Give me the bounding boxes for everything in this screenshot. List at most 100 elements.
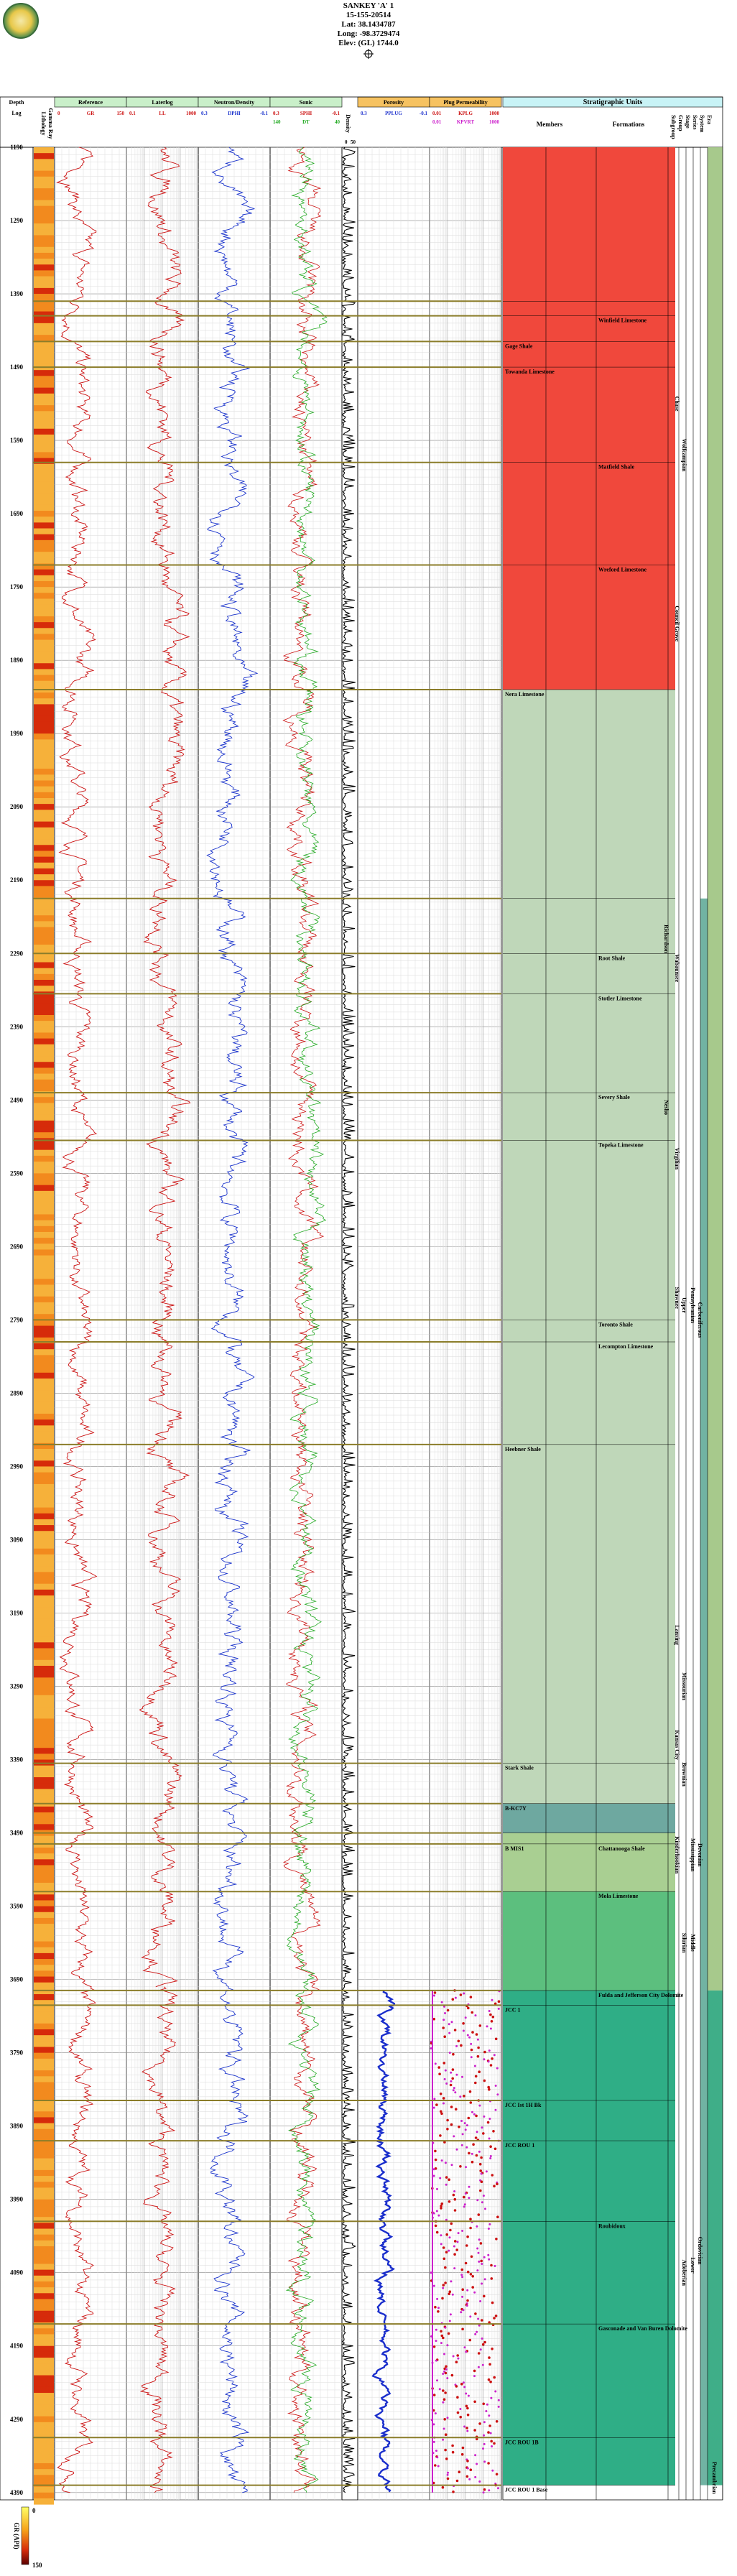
lithology-cell: [34, 1713, 54, 1719]
perm-kplg-point: [456, 2354, 459, 2357]
system-band: [700, 898, 708, 2485]
lithology-cell: [34, 739, 54, 746]
lithology-cell: [34, 2029, 54, 2036]
strat-column-label: Shawnee: [674, 1287, 680, 1310]
perm-kplg-point: [483, 2488, 486, 2491]
lithology-cell: [34, 1442, 54, 1450]
perm-kpvrt-point: [476, 2131, 478, 2133]
perm-kplg-point: [494, 2037, 498, 2041]
lithology-cell: [34, 1894, 54, 1901]
lithology-cell: [34, 487, 54, 494]
lithology-cell: [34, 1103, 54, 1110]
lithology-cell: [34, 1243, 54, 1250]
scale-kplg-name: KPLG: [458, 111, 473, 116]
perm-kplg-point: [477, 2046, 480, 2049]
lithology-cell: [34, 569, 54, 576]
perm-kpvrt-point: [477, 2366, 480, 2368]
lithology-cell: [34, 1062, 54, 1068]
perm-kpvrt-point: [442, 2102, 445, 2105]
lithology-cell: [34, 2275, 54, 2282]
perm-kplg-point: [466, 2235, 469, 2238]
lithology-cell: [34, 2393, 54, 2399]
perm-kpvrt-point: [437, 2465, 440, 2468]
strat-column-label: Council Grove: [674, 606, 680, 641]
lithology-cell: [34, 370, 54, 376]
lithology-cell: [34, 1952, 54, 1960]
perm-kpvrt-point: [442, 2401, 445, 2404]
lithology-cell: [34, 2234, 54, 2241]
perm-kplg-point: [442, 2062, 446, 2065]
top-member-label: JCC Ist 1H Bk: [505, 2102, 542, 2108]
lithology-cell: [34, 1695, 54, 1702]
lithology-cell: [34, 2134, 54, 2141]
lithology-cell: [34, 1132, 54, 1139]
lithology-cell: [34, 2146, 54, 2153]
lithology-cell: [34, 452, 54, 459]
depth-tick-label: 2190: [10, 876, 24, 884]
perm-kplg-point: [478, 2162, 482, 2166]
perm-kpvrt-point: [450, 2080, 453, 2082]
lithology-cell: [34, 1126, 54, 1133]
top-member-label: Towanda Limestone: [505, 369, 555, 375]
perm-kplg-point: [442, 2246, 445, 2249]
lithology-cell: [34, 1519, 54, 1526]
lithology-cell: [34, 1073, 54, 1080]
perm-kplg-point: [451, 2444, 454, 2447]
lithology-cell: [34, 927, 54, 934]
perm-kplg-point: [483, 2079, 486, 2082]
perm-kpvrt-point: [476, 2199, 479, 2202]
perm-kpvrt-point: [444, 2012, 446, 2014]
lithology-cell: [34, 1014, 54, 1021]
lithology-cell: [34, 223, 54, 230]
perm-kpvrt-point: [434, 2062, 437, 2065]
perm-kplg-point: [445, 2233, 448, 2236]
lithology-cell: [34, 1700, 54, 1708]
strat-column-label: Lower: [690, 2257, 696, 2274]
perm-kplg-point: [473, 2400, 476, 2404]
perm-kpvrt-point: [450, 2071, 453, 2074]
perm-kpvrt-point: [452, 2089, 455, 2092]
formation-tops: Winfield Limestone Gage Shale Towanda Lime…: [33, 300, 687, 2493]
perm-kpvrt-point: [445, 2183, 448, 2186]
perm-kplg-point: [452, 2052, 455, 2056]
lithology-cell: [34, 1314, 54, 1320]
lithology-cell: [34, 1320, 54, 1327]
perm-kplg-point: [489, 2145, 492, 2148]
perm-kplg-point: [449, 2228, 452, 2232]
scale-dt-min: 140: [273, 119, 281, 125]
strat-column-label: Adoberian: [681, 2259, 687, 2286]
lithology-cell: [34, 2299, 54, 2306]
perm-kplg-point: [459, 2165, 462, 2168]
lithology-cell: [34, 2316, 54, 2323]
strat-band: [503, 147, 675, 690]
lithology-cell: [34, 593, 54, 599]
perm-kpvrt-point: [464, 2192, 467, 2195]
perm-kpvrt-point: [448, 2023, 450, 2026]
depth-tick-label: 2690: [10, 1243, 24, 1250]
header-title-por: Porosity: [384, 99, 404, 106]
perm-kplg-point: [464, 2261, 468, 2265]
lithology-cell: [34, 1672, 54, 1678]
perm-kpvrt-point: [453, 2245, 455, 2248]
header-title-strat: Stratigraphic Units: [583, 98, 643, 106]
perm-kplg-point: [476, 2054, 480, 2058]
scale-kplg-max: 1000: [489, 111, 500, 116]
perm-kplg-point: [493, 2184, 496, 2188]
perm-kplg-point: [439, 2093, 442, 2095]
lithology-cell: [34, 229, 54, 236]
perm-kplg-point: [483, 2294, 486, 2298]
perm-kpvrt-point: [440, 2342, 442, 2345]
perm-kpvrt-point: [497, 2487, 499, 2490]
perm-kplg-point: [442, 2097, 445, 2100]
header-log: Log: [11, 110, 21, 116]
lithology-cell: [34, 434, 54, 441]
strat-column-label: Kinderhookian: [674, 1836, 680, 1874]
perm-kplg-point: [474, 2081, 477, 2085]
perm-kpvrt-point: [451, 2293, 454, 2296]
perm-kpvrt-point: [444, 2069, 447, 2072]
scale-sphi-max: -0.1: [332, 111, 340, 116]
lithology-cell: [34, 340, 54, 348]
lithology-cell: [34, 2340, 54, 2347]
lithology-cell: [34, 604, 54, 611]
perm-kpvrt-point: [440, 2243, 442, 2246]
